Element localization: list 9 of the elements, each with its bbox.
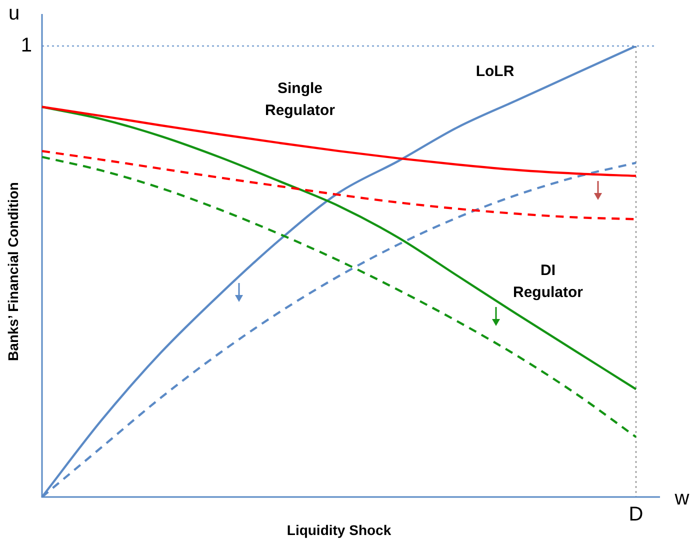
series-label: LoLR bbox=[476, 63, 514, 80]
ref-line-label: 1 bbox=[20, 34, 32, 57]
series-label: Single Regulator bbox=[264, 80, 336, 120]
x-axis-title: Liquidity Shock bbox=[286, 522, 392, 538]
text: D bbox=[628, 504, 644, 526]
text: w bbox=[674, 488, 690, 510]
series-label: DI Regulator bbox=[512, 262, 584, 302]
text: u bbox=[8, 2, 20, 25]
y-axis-title: Banks’ Financial Condition bbox=[4, 182, 21, 361]
